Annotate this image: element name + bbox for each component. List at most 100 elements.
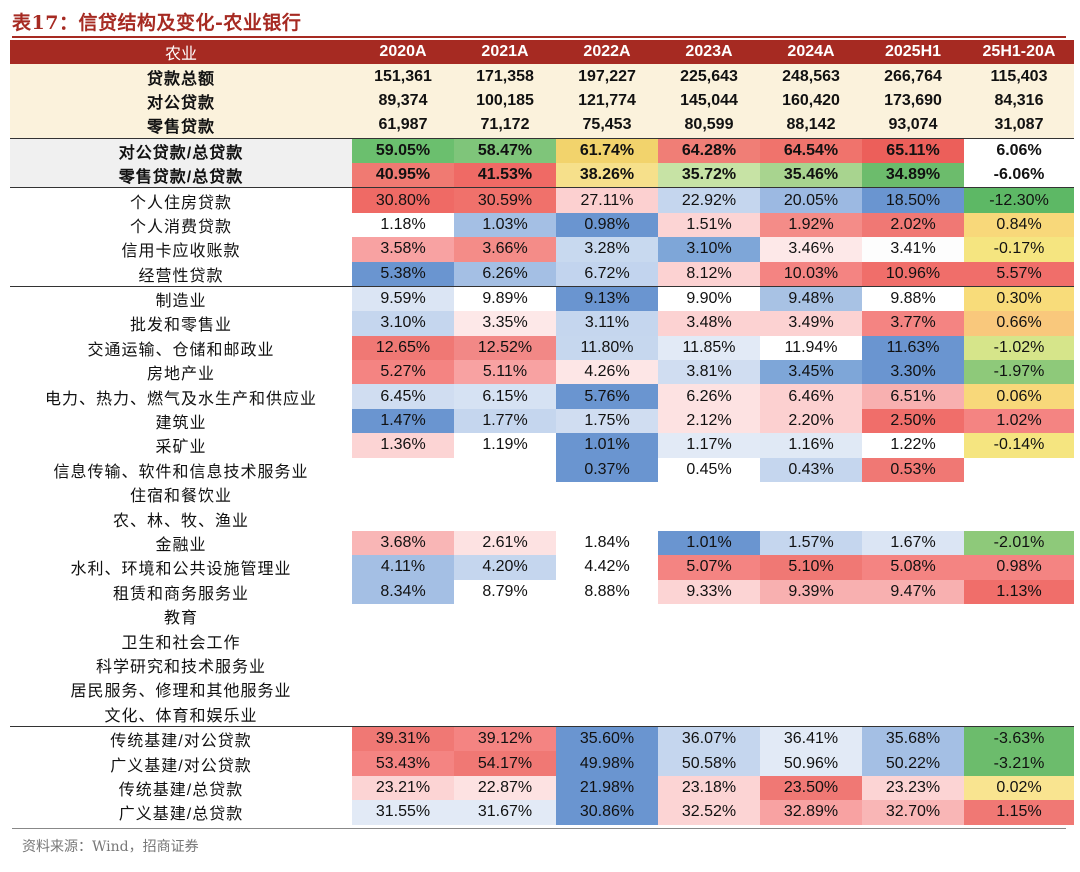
value-cell: 2.20% [760, 408, 862, 434]
value-cell: 0.66% [964, 311, 1074, 336]
value-cell: 75,453 [556, 113, 658, 139]
value-cell: 5.10% [760, 555, 862, 580]
value-cell: 1.36% [352, 433, 454, 458]
row-label: 文化、体育和娱乐业 [104, 707, 258, 725]
value-cell: 6.26% [454, 261, 556, 287]
value-cell: 8.12% [658, 261, 760, 287]
value-cell [760, 653, 862, 677]
table-row: 零售贷款 61,987 71,172 75,453 80,599 88,142 93,074… [10, 113, 1074, 139]
row-label: 住宿和餐饮业 [129, 488, 232, 506]
row-label: 交通运输、仓储和邮政业 [87, 341, 275, 359]
value-cell: 59.05% [352, 138, 454, 163]
value-cell: 80,599 [658, 113, 760, 139]
row-label: 广义基建/总贷款 [118, 806, 244, 824]
table-row: 传统基建/对公贷款 39.31% 39.12% 35.60% 36.07% 36.41% 3… [10, 725, 1074, 752]
value-cell [658, 702, 760, 727]
value-cell: -0.17% [964, 237, 1074, 262]
value-cell: 1.01% [658, 530, 760, 556]
table-row: 交通运输、仓储和邮政业 12.65% 12.52% 11.80% 11.85% 11.94… [10, 335, 1074, 361]
table-row: 居民服务、修理和其他服务业 [10, 677, 1074, 701]
value-cell: 89,374 [352, 88, 454, 114]
table-row: 建筑业 1.47% 1.77% 1.75% 2.12% 2.20% 2.50% 1.02% [10, 408, 1074, 434]
table-row: 贷款总额 151,361 171,358 197,227 225,643 248,563 2… [10, 64, 1074, 89]
value-cell: 1.57% [760, 530, 862, 556]
value-cell: 1.15% [964, 800, 1074, 825]
value-cell: 160,420 [760, 88, 862, 114]
loan-structure-table: 农业 2020A 2021A 2022A 2023A 2024A 2025H1 25H1-20… [10, 40, 1074, 825]
value-cell: 3.81% [658, 360, 760, 385]
table-row: 教育 [10, 604, 1074, 628]
table-row: 租赁和商务服务业 8.34% 8.79% 8.88% 9.33% 9.39% 9.47% 1.… [10, 579, 1074, 604]
value-cell: 4.20% [454, 555, 556, 580]
value-cell: 30.86% [556, 800, 658, 825]
value-cell [454, 458, 556, 482]
value-cell: 0.84% [964, 212, 1074, 238]
value-cell: 61.74% [556, 138, 658, 163]
row-label: 房地产业 [146, 366, 215, 384]
table-row: 水利、环境和公共设施管理业 4.11% 4.20% 4.42% 5.07% 5.10% 5.… [10, 555, 1074, 580]
value-cell: 11.85% [658, 335, 760, 361]
value-cell [658, 653, 760, 677]
value-cell [454, 702, 556, 727]
value-cell: 0.98% [964, 555, 1074, 580]
value-cell [964, 677, 1074, 701]
value-cell: -3.63% [964, 725, 1074, 752]
table-row: 卫生和社会工作 [10, 628, 1074, 652]
value-cell [352, 506, 454, 530]
value-cell: 3.10% [658, 237, 760, 262]
value-cell: 115,403 [964, 64, 1074, 89]
value-cell: 11.80% [556, 335, 658, 361]
value-cell [964, 628, 1074, 652]
value-cell: 41.53% [454, 162, 556, 189]
value-cell: 3.30% [862, 360, 964, 385]
value-cell: 2.02% [862, 212, 964, 238]
value-cell: 3.49% [760, 311, 862, 336]
source-note: 资料来源：Wind，招商证券 [22, 839, 199, 855]
value-cell: 1.75% [556, 408, 658, 434]
value-cell: 11.63% [862, 335, 964, 361]
value-cell: 32.52% [658, 800, 760, 825]
value-cell [352, 702, 454, 727]
row-label: 个人住房贷款 [129, 194, 232, 212]
value-cell [760, 506, 862, 530]
value-cell: 31.67% [454, 800, 556, 825]
value-cell: 2.61% [454, 530, 556, 556]
value-cell: 64.28% [658, 138, 760, 163]
value-cell: 173,690 [862, 88, 964, 114]
value-cell [760, 482, 862, 506]
value-cell: -2.01% [964, 530, 1074, 556]
value-cell: 40.95% [352, 162, 454, 189]
value-cell [556, 653, 658, 677]
value-cell: 0.53% [862, 457, 964, 483]
value-cell [964, 604, 1074, 628]
value-cell: 12.52% [454, 335, 556, 361]
value-cell: 6.72% [556, 261, 658, 287]
row-label: 农、林、牧、渔业 [112, 512, 249, 530]
value-cell: 31,087 [964, 113, 1074, 139]
value-cell: 9.47% [862, 579, 964, 604]
row-label: 零售贷款 [10, 113, 352, 139]
value-cell: 84,316 [964, 88, 1074, 114]
table-row: 金融业 3.68% 2.61% 1.84% 1.01% 1.57% 1.67% -2.01% [10, 530, 1074, 556]
row-label: 零售贷款/总贷款 [10, 162, 352, 189]
value-cell: 5.76% [556, 384, 658, 409]
value-cell [454, 628, 556, 652]
value-cell [454, 653, 556, 677]
row-label: 租赁和商务服务业 [112, 585, 249, 603]
value-cell: 36.07% [658, 725, 760, 752]
table-row: 农、林、牧、渔业 [10, 506, 1074, 530]
value-cell: 49.98% [556, 751, 658, 776]
value-cell: 1.02% [964, 408, 1074, 434]
value-cell: 39.31% [352, 725, 454, 752]
value-cell: 54.17% [454, 751, 556, 776]
value-cell: 9.90% [658, 286, 760, 312]
value-cell: 197,227 [556, 64, 658, 89]
value-cell: 88,142 [760, 113, 862, 139]
value-cell: 9.48% [760, 286, 862, 312]
table-body: 贷款总额 151,361 171,358 197,227 225,643 248,563 2… [10, 64, 1074, 825]
value-cell: 3.46% [760, 237, 862, 262]
header-year-cell: 2021A [454, 40, 556, 65]
value-cell [556, 628, 658, 652]
value-cell: 3.66% [454, 237, 556, 262]
value-cell [760, 702, 862, 727]
